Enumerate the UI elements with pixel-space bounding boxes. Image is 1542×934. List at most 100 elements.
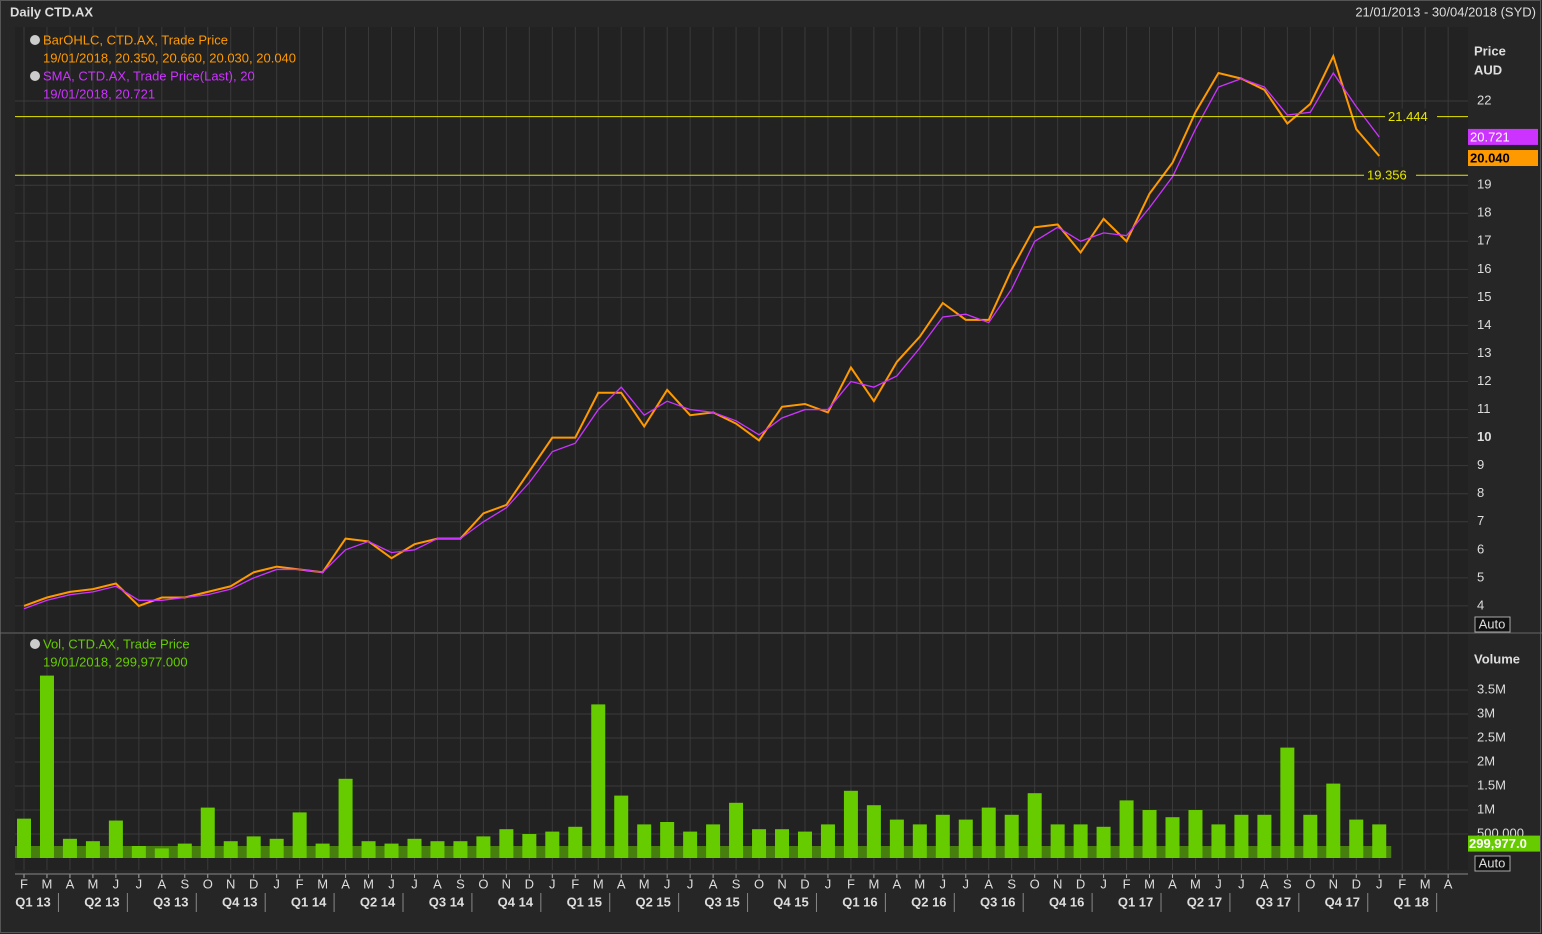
x-tick-label: N	[226, 876, 235, 891]
y-tick-label: 15	[1477, 289, 1491, 304]
quarter-label: Q4 15	[773, 894, 808, 909]
price-axis-title: Price	[1474, 43, 1506, 58]
legend-volume: Vol, CTD.AX, Trade Price	[43, 636, 190, 651]
legend-sma-values: 19/01/2018, 20.721	[43, 86, 155, 101]
x-tick-label: M	[42, 876, 53, 891]
legend-icon[interactable]	[30, 71, 40, 81]
y-tick-label: 6	[1477, 541, 1484, 556]
x-tick-label: F	[296, 876, 304, 891]
x-tick-label: A	[341, 876, 350, 891]
level-label-bg	[1364, 167, 1416, 184]
y-tick-label: 12	[1477, 373, 1491, 388]
y-tick-label: 18	[1477, 205, 1491, 220]
volume-bar	[39, 675, 54, 858]
legend-sma: SMA, CTD.AX, Trade Price(Last), 20	[43, 68, 255, 83]
x-tick-label: J	[664, 876, 671, 891]
x-tick-label: J	[113, 876, 120, 891]
y-tick-label: 22	[1477, 92, 1491, 107]
x-tick-label: N	[1053, 876, 1062, 891]
x-tick-label: S	[732, 876, 741, 891]
x-tick-label: F	[1398, 876, 1406, 891]
legend-volume-values: 19/01/2018, 299,977.000	[43, 654, 188, 669]
volume-bar	[1119, 800, 1134, 858]
y-tick-label: 4	[1477, 597, 1484, 612]
x-tick-label: F	[847, 876, 855, 891]
y-tick-label: 14	[1477, 317, 1491, 332]
volume-bar	[843, 790, 858, 858]
x-tick-label: M	[868, 876, 879, 891]
x-tick-label: F	[20, 876, 28, 891]
y-tick-label: 7	[1477, 513, 1484, 528]
x-tick-label: S	[1283, 876, 1292, 891]
auto-label[interactable]: Auto	[1479, 855, 1506, 870]
x-tick-label: O	[1030, 876, 1040, 891]
x-tick-label: N	[1329, 876, 1338, 891]
auto-button[interactable]	[1474, 855, 1511, 872]
volume-bar	[338, 778, 353, 858]
x-tick-label: J	[136, 876, 143, 891]
y-tick-label: 19	[1477, 177, 1491, 192]
quarter-label: Q2 16	[911, 894, 946, 909]
volume-bar	[981, 807, 996, 858]
x-tick-label: A	[66, 876, 75, 891]
x-tick-label: M	[1144, 876, 1155, 891]
x-tick-label: M	[87, 876, 98, 891]
volume-bar	[1027, 793, 1042, 858]
x-tick-label: M	[1420, 876, 1431, 891]
x-tick-label: S	[1007, 876, 1016, 891]
x-tick-label: O	[1305, 876, 1315, 891]
y-tick-label: 11	[1477, 401, 1491, 416]
y2-tick-label: 2.5M	[1477, 729, 1506, 744]
price-pane	[15, 27, 1468, 632]
last-volume-label: 299,977.0	[1469, 836, 1527, 851]
auto-label[interactable]: Auto	[1479, 616, 1506, 631]
y2-tick-label: 1M	[1477, 801, 1495, 816]
y2-tick-label: 1.5M	[1477, 777, 1506, 792]
quarter-label: Q1 17	[1118, 894, 1153, 909]
quarter-label: Q1 15	[567, 894, 602, 909]
date-range: 21/01/2013 - 30/04/2018 (SYD)	[1355, 4, 1536, 19]
quarter-label: Q4 14	[498, 894, 534, 909]
last-sma-marker	[1468, 128, 1538, 145]
y2-tick-label: 3.5M	[1477, 681, 1506, 696]
x-tick-label: D	[525, 876, 534, 891]
x-tick-label: J	[388, 876, 395, 891]
quarter-label: Q2 13	[84, 894, 119, 909]
quarter-label: Q3 15	[704, 894, 739, 909]
last-price-label: 20.040	[1470, 150, 1510, 165]
x-tick-label: J	[1376, 876, 1383, 891]
y-tick-label: 5	[1477, 569, 1484, 584]
y-tick-label: 17	[1477, 233, 1491, 248]
legend-price: BarOHLC, CTD.AX, Trade Price	[43, 32, 228, 47]
last-price-marker	[1468, 150, 1538, 167]
x-tick-label: A	[709, 876, 718, 891]
y-tick-label: 9	[1477, 457, 1484, 472]
chart-title: Daily CTD.AX	[10, 4, 93, 19]
legend-icon[interactable]	[30, 35, 40, 45]
x-tick-label: D	[1352, 876, 1361, 891]
x-tick-label: J	[825, 876, 832, 891]
volume-bar	[729, 802, 744, 858]
volume-axis-title: Volume	[1474, 651, 1520, 666]
auto-button[interactable]	[1474, 616, 1511, 633]
volume-bar	[591, 704, 606, 858]
quarter-label: Q4 13	[222, 894, 257, 909]
x-tick-label: F	[571, 876, 579, 891]
quarter-label: Q3 17	[1256, 894, 1291, 909]
y2-tick-label: 3M	[1477, 705, 1495, 720]
x-tick-label: S	[456, 876, 465, 891]
x-tick-label: J	[549, 876, 556, 891]
x-tick-label: J	[1100, 876, 1107, 891]
x-tick-label: M	[914, 876, 925, 891]
x-tick-label: M	[639, 876, 650, 891]
volume-bar	[866, 805, 881, 858]
price-axis-unit: AUD	[1474, 62, 1502, 77]
level-label: 19.356	[1367, 168, 1407, 183]
legend-icon[interactable]	[30, 639, 40, 649]
level-label: 21.444	[1388, 109, 1428, 124]
quarter-label: Q1 16	[842, 894, 877, 909]
x-tick-label: J	[963, 876, 970, 891]
x-tick-label: N	[502, 876, 511, 891]
x-tick-label: J	[940, 876, 947, 891]
